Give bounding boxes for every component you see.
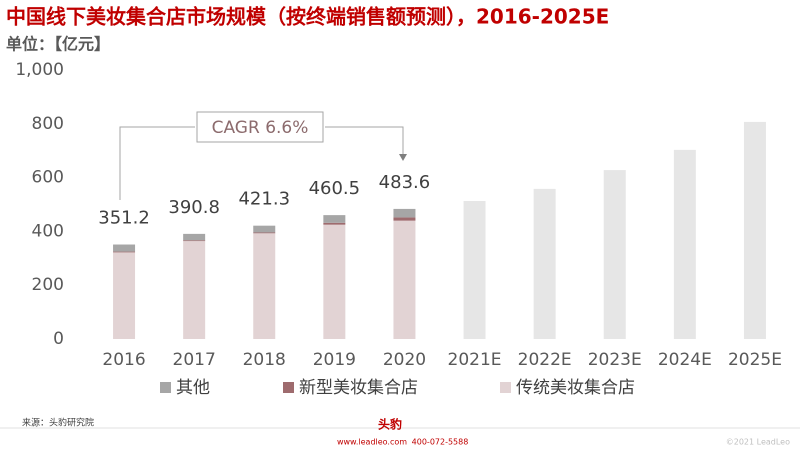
x-tick-label: 2023E <box>588 350 642 370</box>
bar-segment <box>113 252 136 339</box>
x-tick-label: 2017 <box>173 350 216 370</box>
bar-segment <box>113 251 136 253</box>
arrow-head <box>399 154 407 161</box>
total-label: 390.8 <box>168 197 220 218</box>
website: www.leadleo.com <box>337 438 407 447</box>
bar-segment <box>183 233 206 241</box>
total-label: 460.5 <box>309 178 361 199</box>
bracket <box>325 126 404 156</box>
forecast-bar <box>463 201 486 339</box>
source: 来源：头豹研究院 <box>22 417 94 429</box>
x-tick-label: 2024E <box>658 350 712 370</box>
legend-label: 其他 <box>176 378 210 398</box>
y-tick-label: 0 <box>53 329 64 349</box>
forecast-bar <box>533 188 556 339</box>
bar-segment <box>323 224 346 339</box>
cagr-annotation: CAGR 6.6% <box>119 111 407 200</box>
legend-swatch <box>500 382 511 393</box>
legend-label: 新型美妆集合店 <box>299 378 418 398</box>
total-label: 351.2 <box>98 208 150 229</box>
total-label: 483.6 <box>379 172 431 193</box>
x-tick-label: 2020 <box>383 350 426 370</box>
chart-subtitle: 单位：【亿元】 <box>6 35 110 54</box>
forecast-bar <box>673 149 696 339</box>
forecast-bar <box>743 121 766 340</box>
bracket <box>119 126 195 200</box>
bar-segment <box>253 232 276 234</box>
y-tick-label: 1,000 <box>15 60 64 80</box>
forecast-bar <box>603 170 626 339</box>
y-tick-label: 600 <box>32 168 64 188</box>
y-tick-label: 200 <box>32 275 64 295</box>
x-tick-label: 2016 <box>102 350 145 370</box>
bar-segment <box>183 241 206 339</box>
phone: 400-072-5588 <box>412 438 469 447</box>
x-tick-label: 2021E <box>448 350 502 370</box>
bar-segment <box>393 220 416 339</box>
y-tick-label: 400 <box>32 221 64 241</box>
annotation-box <box>196 111 324 143</box>
annotation-text: CAGR 6.6% <box>212 118 309 138</box>
x-tick-label: 2018 <box>243 350 286 370</box>
copyright: ©2021 LeadLeo <box>726 438 790 447</box>
legend-label: 传统美妆集合店 <box>516 378 635 398</box>
bar-segment <box>393 208 416 218</box>
y-tick-label: 800 <box>32 114 64 134</box>
logo: 头豹 <box>378 417 402 432</box>
bar-segment <box>323 215 346 223</box>
chart-title: 中国线下美妆集合店市场规模（按终端销售额预测），2016-2025E <box>6 5 609 29</box>
bar-segment <box>253 233 276 339</box>
bar-segment <box>183 240 206 242</box>
legend-swatch <box>160 382 171 393</box>
bar-segment <box>253 225 276 233</box>
bar-segment <box>323 222 346 225</box>
x-tick-label: 2025E <box>728 350 782 370</box>
total-label: 421.3 <box>238 189 290 210</box>
x-tick-label: 2022E <box>518 350 572 370</box>
bar-segment <box>113 244 136 252</box>
x-tick-label: 2019 <box>313 350 356 370</box>
bar-segment <box>393 217 416 221</box>
legend-swatch <box>283 382 294 393</box>
